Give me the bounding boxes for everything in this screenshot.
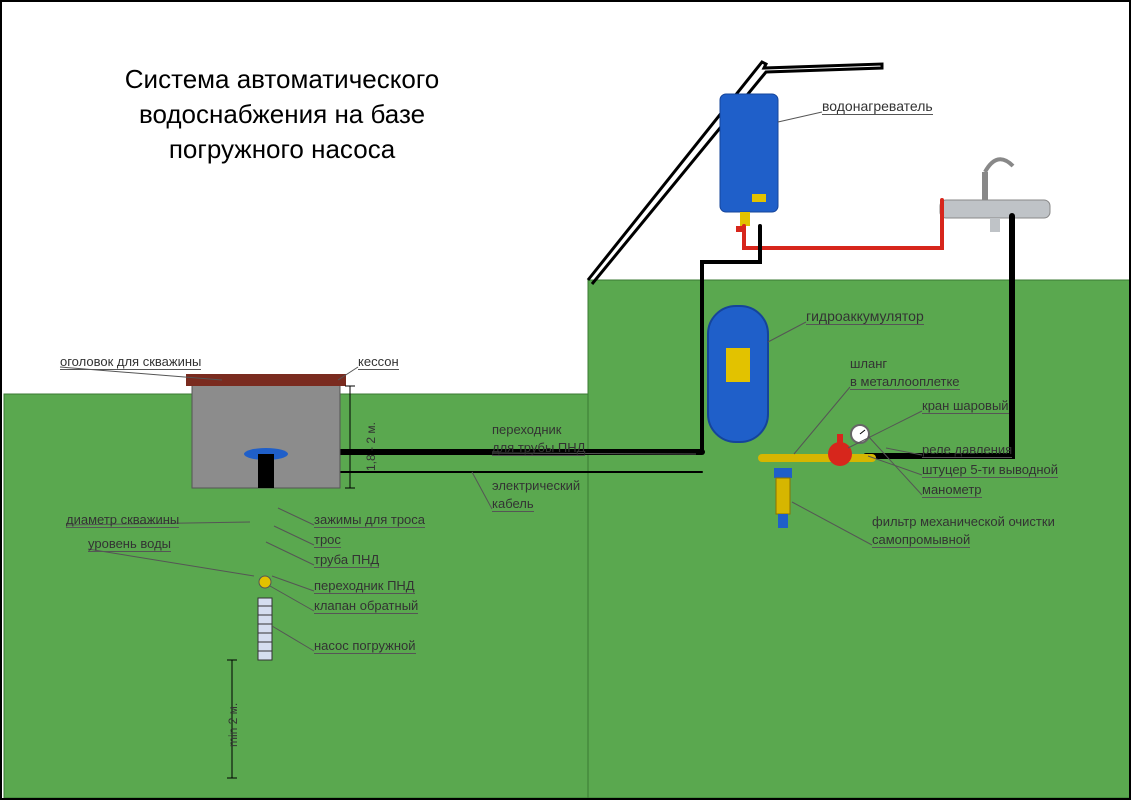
faucet-spout <box>985 159 1013 172</box>
ball-valve-handle <box>837 434 843 444</box>
label-l_adapter: переходник <box>492 422 561 437</box>
filter-body <box>776 478 790 514</box>
label-l_cable2: кабель <box>492 496 534 512</box>
label-l_5way: штуцер 5-ти выводной <box>922 462 1058 478</box>
label-l_clamp: зажимы для троса <box>314 512 425 528</box>
water-heater <box>720 94 778 212</box>
label-l_filter2: самопромывной <box>872 532 970 548</box>
label-l_relay: реле давления <box>922 442 1012 458</box>
dim-well-depth-text: 1,8 - 2 м. <box>364 422 378 471</box>
label-l_head: оголовок для скважины <box>60 354 201 370</box>
label-l_adapter2: для трубы ПНД <box>492 440 585 456</box>
heater-valve-icon <box>736 226 742 232</box>
heater-control <box>752 194 766 202</box>
heater-outlet <box>740 212 750 226</box>
label-l_cable: электрический <box>492 478 580 493</box>
label-l_gauge: манометр <box>922 482 982 498</box>
diagram-canvas: Система автоматическоговодоснабжения на … <box>0 0 1131 800</box>
label-l_kesson: кессон <box>358 354 399 370</box>
label-l_rope: трос <box>314 532 341 548</box>
leader-l_heater <box>778 112 822 122</box>
filter-cap <box>774 468 792 478</box>
sink-drain <box>990 218 1000 232</box>
well-lid <box>186 374 346 386</box>
label-l_hose: шланг <box>850 356 887 371</box>
label-l_adpnd: переходник ПНД <box>314 578 415 594</box>
label-l_check: клапан обратный <box>314 598 418 614</box>
well-riser <box>258 454 274 488</box>
dim-min2m-text: min 2 м. <box>226 703 240 747</box>
label-l_hose2: в металлооплетке <box>850 374 960 390</box>
check-valve-icon <box>259 576 271 588</box>
label-l_level: уровень воды <box>88 536 171 552</box>
diagram-title: Система автоматическоговодоснабжения на … <box>82 62 482 167</box>
label-l_accum: гидроаккумулятор <box>806 308 924 325</box>
tank-label-icon <box>726 348 750 382</box>
filter-drain <box>778 514 788 528</box>
label-l_ball: кран шаровый <box>922 398 1009 414</box>
label-l_filter: фильтр механической очистки <box>872 514 1055 529</box>
faucet-base <box>982 172 988 200</box>
ball-valve-icon <box>828 442 852 466</box>
label-l_dia: диаметр скважины <box>66 512 179 528</box>
label-l_heater: водонагреватель <box>822 98 933 115</box>
leader-l_kesson <box>338 367 358 380</box>
label-l_pipe: труба ПНД <box>314 552 379 568</box>
sink-basin <box>940 200 1050 218</box>
label-l_pump: насос погружной <box>314 638 416 654</box>
